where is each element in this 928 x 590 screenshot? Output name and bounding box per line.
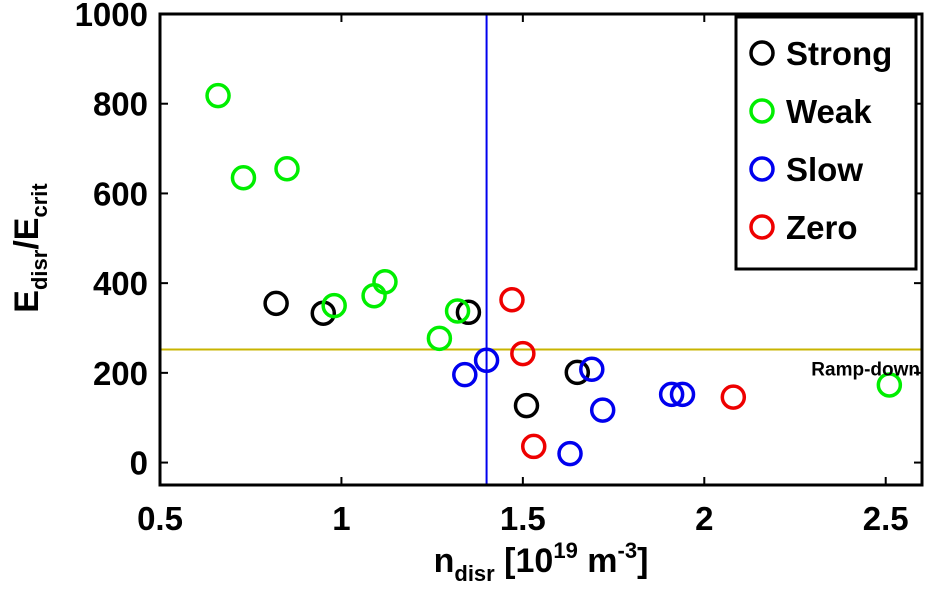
legend-label: Weak (786, 93, 872, 130)
y-axis-ticks: 0 200 400 600 800 1000 (75, 0, 922, 482)
data-point-slow (473, 347, 500, 374)
y-axis-title: Edisr/Ecrit (8, 183, 52, 313)
x-tick-label: 1.5 (500, 500, 546, 537)
y-tick-label: 800 (93, 86, 148, 123)
x-tick-label: 2.5 (863, 500, 909, 537)
legend-marker (749, 214, 775, 240)
data-point-weak (876, 372, 903, 398)
y-tick-label: 600 (93, 175, 148, 212)
legend-label: Strong (786, 35, 892, 72)
x-axis-title-unit-a: [10 (495, 542, 554, 580)
y-tick-label: 200 (93, 355, 148, 392)
legend-marker (749, 40, 775, 66)
data-point-zero (720, 384, 747, 410)
y-axis-title-sub1: disr (27, 249, 52, 290)
data-point-slow (658, 381, 685, 408)
data-point-weak (444, 298, 471, 324)
x-axis-title-sup: 19 (553, 538, 577, 563)
x-tick-label: 1 (332, 500, 350, 537)
data-point-zero (499, 286, 525, 313)
legend-label: Slow (786, 151, 863, 188)
x-axis-title-unit-b: m (578, 542, 618, 580)
x-tick-label: 2 (695, 500, 713, 537)
y-axis-title-slash: /E (8, 218, 46, 250)
legend-item-slow: Slow (749, 151, 863, 188)
ramp-down-annotation: Ramp-down (811, 360, 920, 381)
plot-frame (158, 12, 924, 487)
data-point-weak (205, 82, 231, 109)
data-point-weak (426, 325, 453, 352)
data-point-weak (321, 292, 347, 319)
data-point-slow (579, 356, 605, 383)
legend: Strong Weak Slow Zero (734, 15, 918, 271)
x-axis-ticks: 0.5 1 1.5 2 2.5 (137, 14, 909, 537)
data-markers (205, 82, 903, 467)
data-point-slow (669, 381, 696, 408)
data-point-weak (372, 269, 398, 295)
data-point-strong (263, 290, 289, 317)
data-point-weak (230, 164, 257, 191)
y-tick-label: 0 (130, 445, 148, 482)
data-point-weak (274, 156, 300, 182)
legend-item-weak: Weak (749, 93, 872, 130)
legend-item-zero: Zero (749, 209, 858, 246)
reference-lines (160, 14, 922, 485)
legend-label: Zero (786, 209, 858, 246)
x-tick-label: 0.5 (137, 500, 183, 537)
legend-box (734, 15, 918, 271)
data-point-strong (513, 392, 540, 419)
y-axis-title-sub2: crit (27, 183, 52, 218)
data-point-slow (557, 440, 583, 467)
y-tick-label: 400 (93, 265, 148, 302)
legend-marker (749, 156, 775, 182)
x-axis-title-sub: disr (454, 561, 495, 586)
y-axis-title-main: E (8, 290, 46, 313)
data-point-strong (455, 299, 482, 326)
data-point-zero (510, 340, 536, 367)
data-point-slow (589, 397, 616, 423)
x-axis-title: ndisr [1019 m-3] (434, 538, 649, 586)
y-tick-label: 1000 (75, 0, 148, 33)
x-axis-title-unit-c: ] (637, 542, 648, 580)
data-point-slow (452, 361, 478, 388)
data-point-zero (520, 433, 547, 460)
x-axis-title-main: n (434, 542, 455, 580)
x-axis-title-sup2: -3 (618, 538, 638, 563)
data-point-strong (564, 359, 591, 386)
legend-item-strong: Strong (749, 35, 892, 72)
legend-marker (749, 98, 775, 124)
